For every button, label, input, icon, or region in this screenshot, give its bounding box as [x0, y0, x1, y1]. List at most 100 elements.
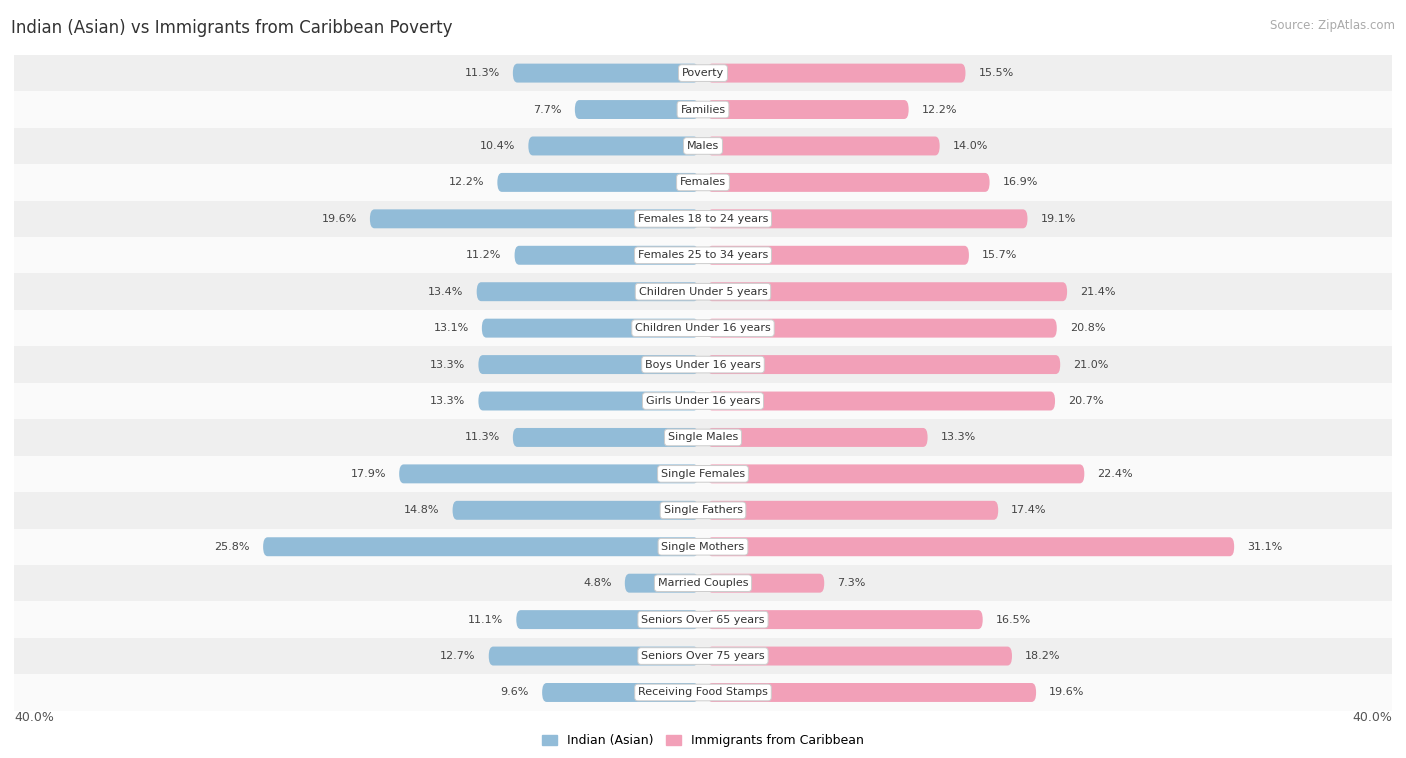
FancyBboxPatch shape [513, 64, 699, 83]
Text: 18.2%: 18.2% [1025, 651, 1060, 661]
Text: 11.3%: 11.3% [464, 433, 499, 443]
Bar [14, 55, 1392, 91]
Text: 19.6%: 19.6% [322, 214, 357, 224]
Text: 13.1%: 13.1% [433, 323, 468, 333]
Bar [14, 128, 1392, 164]
Legend: Indian (Asian), Immigrants from Caribbean: Indian (Asian), Immigrants from Caribbea… [537, 729, 869, 753]
Text: Seniors Over 75 years: Seniors Over 75 years [641, 651, 765, 661]
FancyBboxPatch shape [707, 465, 1084, 484]
Text: 17.9%: 17.9% [350, 469, 387, 479]
Bar [14, 675, 1392, 711]
FancyBboxPatch shape [707, 501, 998, 520]
Text: 19.6%: 19.6% [1049, 688, 1084, 697]
Bar [14, 164, 1392, 201]
FancyBboxPatch shape [477, 282, 699, 301]
FancyBboxPatch shape [707, 282, 1067, 301]
FancyBboxPatch shape [624, 574, 699, 593]
FancyBboxPatch shape [529, 136, 699, 155]
Text: 15.7%: 15.7% [981, 250, 1018, 260]
Text: Poverty: Poverty [682, 68, 724, 78]
Text: 20.8%: 20.8% [1070, 323, 1105, 333]
FancyBboxPatch shape [453, 501, 699, 520]
FancyBboxPatch shape [707, 683, 1036, 702]
FancyBboxPatch shape [707, 173, 990, 192]
Text: 9.6%: 9.6% [501, 688, 529, 697]
FancyBboxPatch shape [707, 246, 969, 265]
Bar [14, 492, 1392, 528]
Bar [14, 419, 1392, 456]
Text: Single Mothers: Single Mothers [661, 542, 745, 552]
Text: 21.4%: 21.4% [1080, 287, 1116, 296]
Text: Married Couples: Married Couples [658, 578, 748, 588]
Bar [14, 456, 1392, 492]
FancyBboxPatch shape [515, 246, 699, 265]
Bar [14, 310, 1392, 346]
Bar [14, 383, 1392, 419]
Bar [14, 91, 1392, 128]
Text: 31.1%: 31.1% [1247, 542, 1282, 552]
FancyBboxPatch shape [370, 209, 699, 228]
Text: Girls Under 16 years: Girls Under 16 years [645, 396, 761, 406]
Text: 11.3%: 11.3% [464, 68, 499, 78]
FancyBboxPatch shape [482, 318, 699, 337]
Text: 17.4%: 17.4% [1011, 506, 1047, 515]
Text: 16.5%: 16.5% [995, 615, 1031, 625]
Text: 7.7%: 7.7% [533, 105, 562, 114]
Text: Single Males: Single Males [668, 433, 738, 443]
FancyBboxPatch shape [707, 610, 983, 629]
Text: 13.3%: 13.3% [430, 396, 465, 406]
Bar [14, 237, 1392, 274]
FancyBboxPatch shape [707, 574, 824, 593]
Text: Single Females: Single Females [661, 469, 745, 479]
Text: 22.4%: 22.4% [1098, 469, 1133, 479]
FancyBboxPatch shape [263, 537, 699, 556]
Text: 14.0%: 14.0% [953, 141, 988, 151]
Text: 12.2%: 12.2% [922, 105, 957, 114]
FancyBboxPatch shape [498, 173, 699, 192]
FancyBboxPatch shape [575, 100, 699, 119]
Text: 12.2%: 12.2% [449, 177, 484, 187]
FancyBboxPatch shape [707, 355, 1060, 374]
Text: 13.3%: 13.3% [941, 433, 976, 443]
Text: 12.7%: 12.7% [440, 651, 475, 661]
Text: Single Fathers: Single Fathers [664, 506, 742, 515]
FancyBboxPatch shape [707, 392, 1054, 411]
FancyBboxPatch shape [707, 647, 1012, 666]
Text: Children Under 5 years: Children Under 5 years [638, 287, 768, 296]
Text: 13.4%: 13.4% [429, 287, 464, 296]
FancyBboxPatch shape [478, 392, 699, 411]
FancyBboxPatch shape [478, 355, 699, 374]
Text: 25.8%: 25.8% [215, 542, 250, 552]
Text: Females: Females [681, 177, 725, 187]
FancyBboxPatch shape [707, 64, 966, 83]
Bar [14, 601, 1392, 637]
Text: 40.0%: 40.0% [14, 712, 53, 725]
Text: 21.0%: 21.0% [1073, 359, 1109, 370]
FancyBboxPatch shape [399, 465, 699, 484]
Text: 40.0%: 40.0% [1353, 712, 1392, 725]
Bar [14, 565, 1392, 601]
Text: 4.8%: 4.8% [583, 578, 612, 588]
Text: 19.1%: 19.1% [1040, 214, 1076, 224]
Text: Males: Males [688, 141, 718, 151]
Bar [14, 637, 1392, 675]
FancyBboxPatch shape [543, 683, 699, 702]
FancyBboxPatch shape [513, 428, 699, 447]
FancyBboxPatch shape [707, 209, 1028, 228]
FancyBboxPatch shape [707, 100, 908, 119]
Text: Females 18 to 24 years: Females 18 to 24 years [638, 214, 768, 224]
FancyBboxPatch shape [516, 610, 699, 629]
Text: 11.1%: 11.1% [468, 615, 503, 625]
FancyBboxPatch shape [707, 318, 1057, 337]
Text: Females 25 to 34 years: Females 25 to 34 years [638, 250, 768, 260]
Text: 10.4%: 10.4% [479, 141, 515, 151]
FancyBboxPatch shape [707, 428, 928, 447]
Text: Receiving Food Stamps: Receiving Food Stamps [638, 688, 768, 697]
Text: Children Under 16 years: Children Under 16 years [636, 323, 770, 333]
Text: Boys Under 16 years: Boys Under 16 years [645, 359, 761, 370]
FancyBboxPatch shape [489, 647, 699, 666]
Bar [14, 201, 1392, 237]
Text: 20.7%: 20.7% [1069, 396, 1104, 406]
Text: 16.9%: 16.9% [1002, 177, 1038, 187]
Bar [14, 274, 1392, 310]
